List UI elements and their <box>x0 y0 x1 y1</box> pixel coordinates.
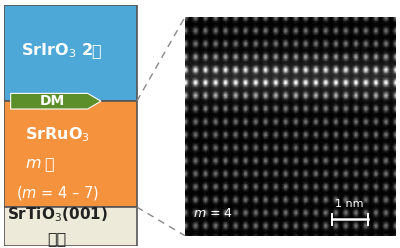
Bar <box>4 207 137 246</box>
Text: SrTiO$_3$(001): SrTiO$_3$(001) <box>7 205 108 224</box>
Text: SrRuO$_3$: SrRuO$_3$ <box>25 125 90 144</box>
Text: 層: 層 <box>44 156 54 171</box>
Text: 1 nm: 1 nm <box>336 199 364 209</box>
Text: 層: 層 <box>91 43 100 58</box>
Text: DM: DM <box>40 94 65 108</box>
Text: SrIrO$_3$ 2: SrIrO$_3$ 2 <box>21 41 93 60</box>
Text: $m$: $m$ <box>25 156 41 171</box>
FancyArrow shape <box>11 93 101 109</box>
Text: 基板: 基板 <box>48 231 67 246</box>
Text: ($m$ = 4 – 7): ($m$ = 4 – 7) <box>16 184 99 202</box>
Text: $m$ = 4: $m$ = 4 <box>193 207 233 220</box>
Bar <box>4 5 137 101</box>
Bar <box>4 101 137 207</box>
